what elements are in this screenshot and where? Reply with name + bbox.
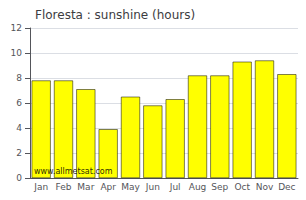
svg-text:Feb: Feb bbox=[56, 182, 72, 192]
svg-text:6: 6 bbox=[16, 98, 22, 108]
svg-text:10: 10 bbox=[11, 48, 23, 58]
svg-text:Dec: Dec bbox=[278, 182, 295, 192]
svg-text:www.allmetsat.com: www.allmetsat.com bbox=[34, 167, 113, 176]
svg-text:Oct: Oct bbox=[234, 182, 250, 192]
svg-text:4: 4 bbox=[16, 123, 22, 133]
svg-text:May: May bbox=[121, 182, 140, 192]
svg-text:8: 8 bbox=[16, 73, 22, 83]
svg-text:Apr: Apr bbox=[100, 182, 116, 192]
svg-text:Jun: Jun bbox=[145, 182, 160, 192]
svg-text:Sep: Sep bbox=[211, 182, 228, 192]
svg-text:Floresta : sunshine (hours): Floresta : sunshine (hours) bbox=[35, 8, 195, 22]
svg-text:2: 2 bbox=[16, 148, 22, 158]
svg-text:Mar: Mar bbox=[77, 182, 94, 192]
svg-text:Jan: Jan bbox=[33, 182, 48, 192]
svg-text:0: 0 bbox=[16, 173, 22, 183]
svg-text:Nov: Nov bbox=[256, 182, 274, 192]
svg-text:Aug: Aug bbox=[189, 182, 207, 192]
svg-text:Jul: Jul bbox=[169, 182, 181, 192]
svg-text:12: 12 bbox=[11, 23, 22, 33]
